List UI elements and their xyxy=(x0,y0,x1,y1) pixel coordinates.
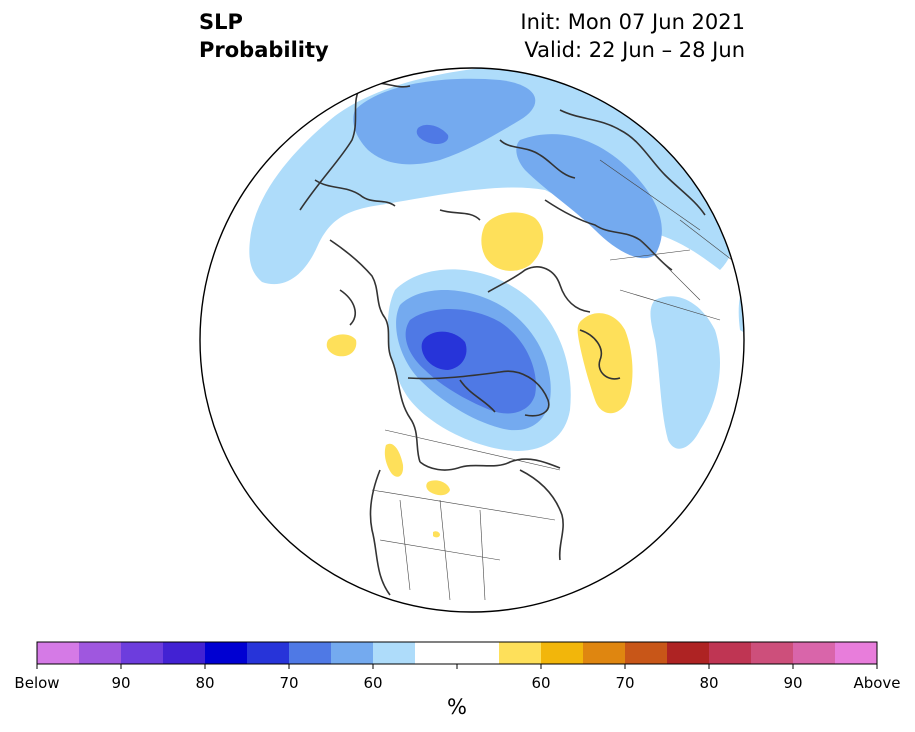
above-60-prairies xyxy=(426,480,450,496)
colorbar-cell xyxy=(709,642,752,664)
colorbar-cell xyxy=(163,642,206,664)
colorbar-cell xyxy=(499,642,542,664)
above-60-kara xyxy=(481,212,544,271)
polar-map xyxy=(199,67,745,613)
coastlines xyxy=(299,81,706,596)
colorbar-unit: % xyxy=(447,695,467,719)
colorbar-tick-label: 70 xyxy=(279,674,299,692)
country-borders xyxy=(371,159,744,601)
colorbar-cell xyxy=(79,642,122,664)
colorbar-cell xyxy=(415,642,458,664)
colorbar-cell xyxy=(121,642,164,664)
colorbar-cell xyxy=(289,642,332,664)
colorbar-ticks xyxy=(36,664,878,669)
colorbar-cells xyxy=(37,642,878,664)
init-date: Init: Mon 07 Jun 2021 xyxy=(520,10,745,34)
above-60-europe xyxy=(577,313,633,414)
below-70-siberia xyxy=(416,124,449,145)
probability-shading xyxy=(249,68,744,601)
colorbar-tick-label: 90 xyxy=(783,674,803,692)
colorbar-cell xyxy=(751,642,794,664)
colorbar-cell xyxy=(37,642,80,664)
title-product: Probability xyxy=(199,38,329,62)
colorbar-cell xyxy=(835,642,878,664)
colorbar-cell xyxy=(793,642,836,664)
colorbar-cell xyxy=(247,642,290,664)
colorbar-cell xyxy=(667,642,710,664)
map-dates: Init: Mon 07 Jun 2021 Valid: 22 Jun – 28… xyxy=(520,8,745,64)
colorbar-tick-label: 80 xyxy=(699,674,719,692)
colorbar-cell xyxy=(583,642,626,664)
below-75-arctic xyxy=(421,331,467,370)
colorbar-tick-label: 90 xyxy=(111,674,131,692)
valid-range: Valid: 22 Jun – 28 Jun xyxy=(524,38,745,62)
map-title: SLP Probability xyxy=(199,8,329,64)
colorbar-cell xyxy=(625,642,668,664)
globe-boundary xyxy=(199,67,745,613)
below-65-siberia xyxy=(353,78,536,165)
colorbar-tick-label: Below xyxy=(14,674,60,692)
colorbar-tick-label: 80 xyxy=(195,674,215,692)
colorbar-cell xyxy=(205,642,248,664)
above-60-plains xyxy=(433,531,440,538)
colorbar-tick-label: 70 xyxy=(615,674,635,692)
above-60-canada xyxy=(384,443,404,477)
colorbar-cell xyxy=(331,642,374,664)
colorbar-tick-label: Above xyxy=(853,674,901,692)
colorbar-tick-label: 60 xyxy=(363,674,383,692)
colorbar-cell xyxy=(457,642,500,664)
above-60-pacific xyxy=(326,334,357,357)
below-60-atlantic xyxy=(650,296,720,449)
colorbar-cell xyxy=(541,642,584,664)
colorbar-cell xyxy=(373,642,416,664)
title-variable: SLP xyxy=(199,10,243,34)
colorbar-tick-label: 60 xyxy=(531,674,551,692)
